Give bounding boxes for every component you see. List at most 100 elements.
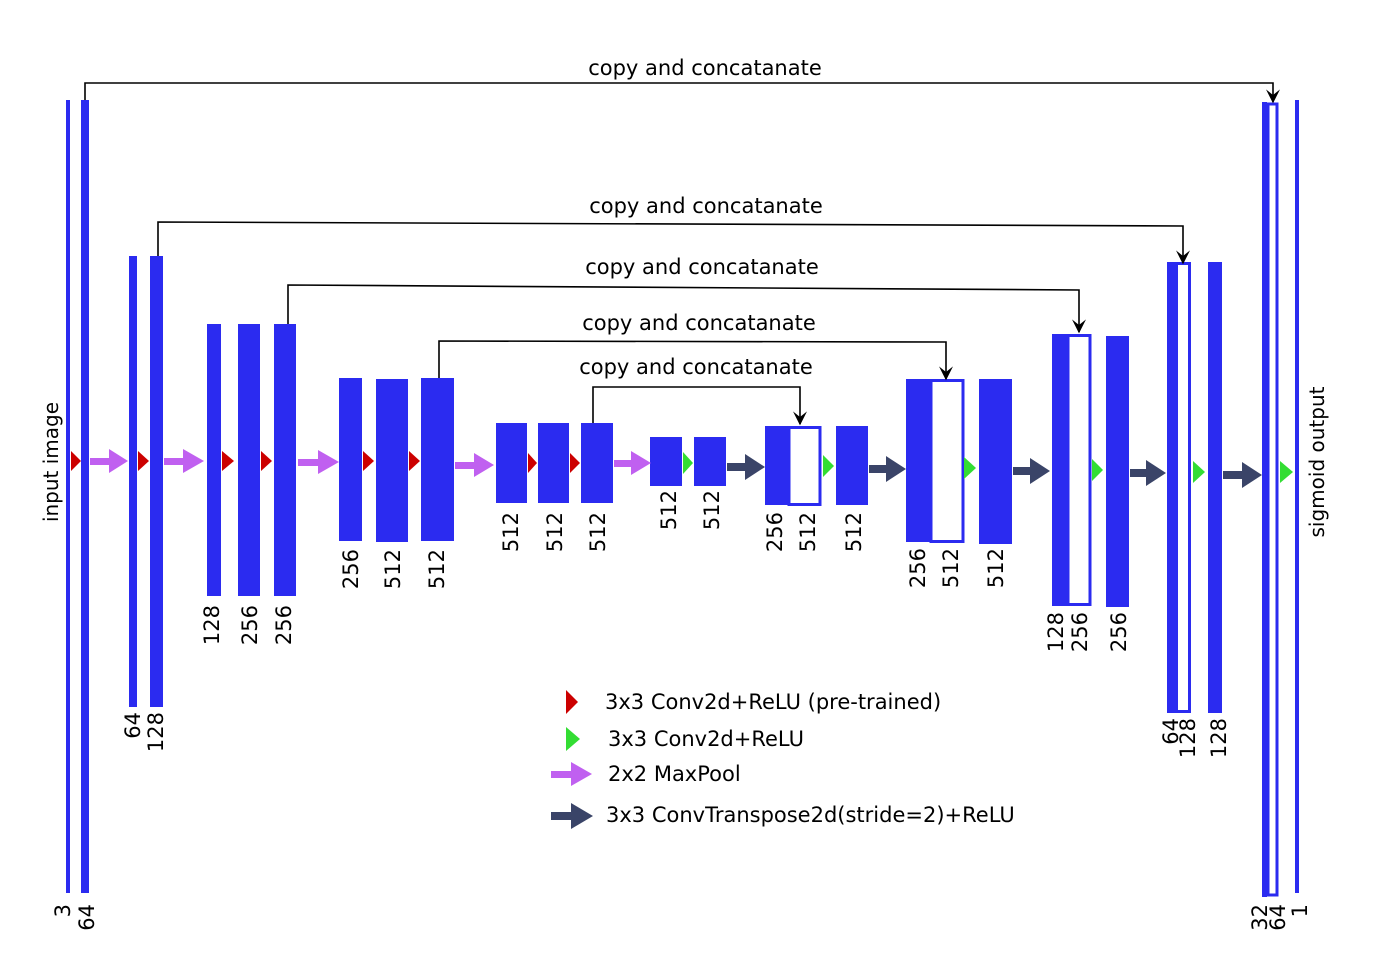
feature-map-dec3-up	[1052, 334, 1067, 606]
skip-connection-4	[438, 340, 953, 381]
channel-label: 64	[75, 904, 99, 931]
maxpool-arrow	[90, 449, 128, 473]
feature-map-dec4-out	[1208, 262, 1222, 713]
conv-pretrained-arrow	[261, 451, 272, 471]
channel-label: 64	[1159, 718, 1183, 745]
feature-map-enc3-b	[238, 324, 260, 596]
conv-arrow	[823, 455, 834, 477]
skip-label-1: copy and concatanate	[588, 56, 822, 80]
feature-map-dec4-copy	[1175, 262, 1191, 713]
conv-pretrained-arrow	[222, 451, 234, 471]
channel-label: 256	[339, 549, 363, 589]
conv-pretrained-arrow	[71, 451, 81, 471]
convtranspose-arrow	[727, 454, 765, 480]
feature-map-enc5-c	[581, 423, 613, 503]
channel-label: 64	[121, 712, 145, 739]
legend-label-conv-pretrained: 3x3 Conv2d+ReLU (pre-trained)	[605, 690, 941, 714]
feature-map-enc5-b	[538, 423, 569, 503]
skip-connections: copy and concatanate copy and concatanat…	[84, 56, 1280, 426]
feature-map-bottleneck-a	[650, 437, 682, 486]
channel-label: 128	[200, 605, 224, 645]
channel-label: 256	[906, 548, 930, 588]
maxpool-arrow	[455, 453, 494, 477]
maxpool-arrow	[164, 449, 204, 473]
channel-label: 512	[657, 490, 681, 530]
conv-pretrained-arrow	[363, 451, 374, 471]
conv-arrow	[964, 457, 976, 479]
legend-navy-arrow-icon	[551, 803, 593, 829]
feature-map-dec4-up	[1167, 262, 1176, 713]
channel-label: 128	[1176, 718, 1200, 758]
feature-map-enc4-c	[421, 378, 454, 541]
channel-label: 512	[586, 512, 610, 552]
skip-label-2: copy and concatanate	[589, 194, 823, 218]
skip-connection-2	[157, 221, 1190, 265]
channel-label: 256	[238, 605, 262, 645]
channel-label: 128	[1044, 612, 1068, 652]
channel-label: 64	[1266, 904, 1290, 931]
skip-label-4: copy and concatanate	[582, 311, 816, 335]
channel-label: 512	[842, 512, 866, 552]
skip-label-3: copy and concatanate	[585, 255, 819, 279]
feature-map-dec1-out	[836, 426, 868, 505]
channel-label: 1	[1288, 904, 1312, 917]
legend-green-triangle-icon	[566, 727, 580, 751]
feature-map-dec1-up	[765, 426, 789, 505]
channel-label: 128	[1207, 718, 1231, 758]
feature-map-dec3-copy	[1066, 334, 1092, 606]
channel-label: 256	[763, 512, 787, 552]
feature-map-bottleneck-b	[694, 437, 726, 486]
legend: 3x3 Conv2d+ReLU (pre-trained) 3x3 Conv2d…	[551, 690, 1015, 829]
skip-label-5: copy and concatanate	[579, 355, 813, 379]
feature-map-enc5-a	[496, 423, 527, 503]
skip-connection-3	[287, 284, 1086, 334]
channel-label: 3	[51, 904, 75, 917]
channel-label: 512	[796, 512, 820, 552]
convtranspose-arrow	[869, 456, 906, 482]
legend-label-convtranspose: 3x3 ConvTranspose2d(stride=2)+ReLU	[606, 803, 1015, 827]
feature-map-dec2-up	[906, 379, 930, 542]
feature-map-enc1-a	[81, 100, 89, 893]
conv-arrow	[1280, 461, 1293, 483]
feature-map-dec1-copy	[787, 426, 822, 506]
conv-pretrained-arrow	[138, 451, 149, 471]
convtranspose-arrow	[1013, 458, 1050, 484]
feature-map-enc3-c	[274, 324, 296, 596]
conv-arrow	[683, 452, 693, 474]
channel-labels: 3 64 64 128 128 256 256 256 512 512 512 …	[51, 490, 1312, 931]
channel-label: 512	[700, 490, 724, 530]
channel-label: 512	[939, 548, 963, 588]
channel-label: 128	[144, 712, 168, 752]
skip-connection-1	[84, 82, 1280, 104]
encoder	[66, 100, 726, 893]
conv-pretrained-arrow	[528, 453, 537, 473]
channel-label: 32	[1248, 904, 1272, 931]
legend-red-triangle-icon	[566, 690, 578, 714]
convtranspose-arrow	[1223, 462, 1262, 488]
maxpool-arrow	[298, 450, 339, 474]
channel-label: 512	[543, 512, 567, 552]
feature-map-input	[66, 100, 70, 893]
legend-label-conv: 3x3 Conv2d+ReLU	[608, 727, 804, 751]
decoder	[765, 100, 1299, 897]
channel-label: 512	[499, 512, 523, 552]
feature-map-dec3-out	[1106, 336, 1129, 607]
channel-label: 512	[381, 549, 405, 589]
input-image-label: input image	[39, 402, 63, 522]
conv-arrow	[1193, 461, 1205, 483]
conv-pretrained-arrow	[570, 453, 580, 473]
channel-label: 512	[425, 549, 449, 589]
legend-purple-arrow-icon	[551, 762, 592, 786]
feature-map-enc2-b	[150, 256, 163, 707]
maxpool-arrow	[614, 451, 651, 475]
feature-map-enc3-a	[207, 324, 221, 596]
channel-label: 512	[984, 548, 1008, 588]
feature-map-dec5-copy	[1266, 102, 1279, 897]
conv-arrow	[1092, 459, 1103, 481]
channel-label: 256	[272, 605, 296, 645]
legend-label-maxpool: 2x2 MaxPool	[608, 762, 741, 786]
skip-connection-5	[592, 386, 807, 426]
sigmoid-output-label: sigmoid output	[1305, 386, 1329, 537]
feature-map-dec5-up	[1262, 102, 1267, 897]
